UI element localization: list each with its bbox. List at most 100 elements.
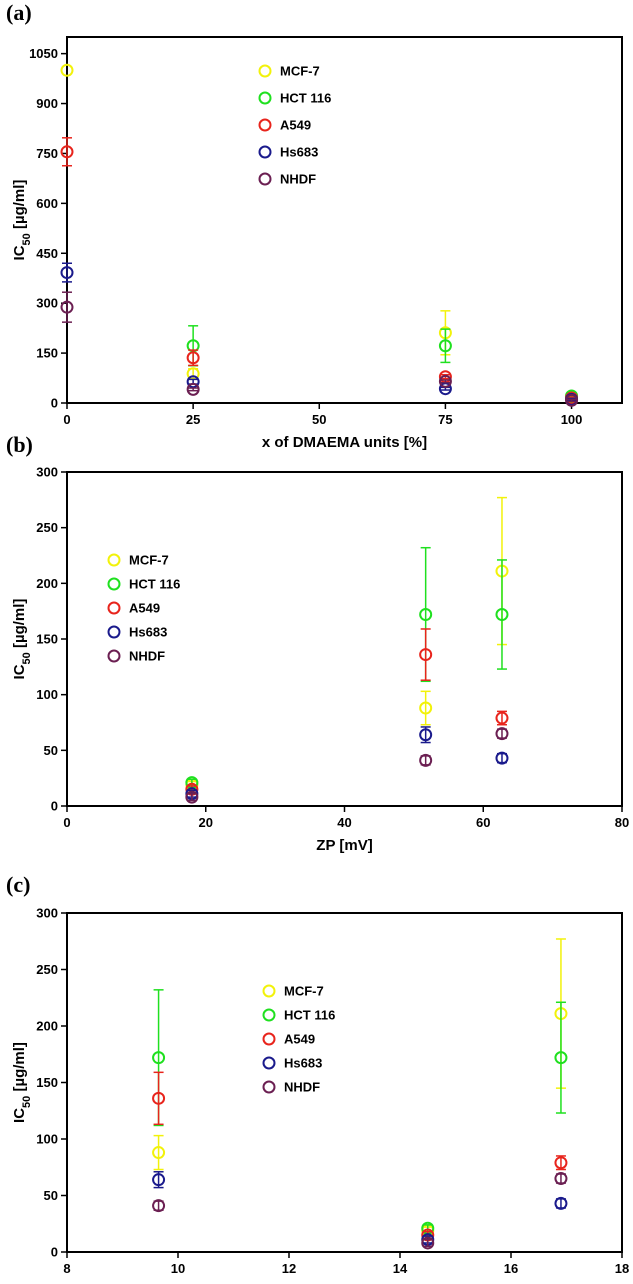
y-tick-label: 200 [36, 1019, 58, 1034]
series-hct-116 [185, 546, 509, 790]
data-point [554, 1156, 568, 1170]
y-axis-title: IC50 [µg/ml] [11, 599, 33, 680]
data-point [60, 63, 74, 77]
panel-label: (b) [6, 432, 33, 457]
legend-marker [258, 118, 272, 132]
x-tick-label: 14 [393, 1261, 408, 1276]
legend-marker [107, 553, 121, 567]
y-tick-label: 250 [36, 520, 58, 535]
y-tick-label: 0 [51, 1245, 58, 1260]
y-tick-label: 300 [36, 906, 58, 921]
chart-panel-c: (c)05010015020025030081012141618dh [nm]I… [6, 872, 629, 1284]
data-point [419, 728, 433, 742]
series-hct-116 [186, 325, 579, 403]
x-tick-label: 40 [337, 815, 351, 830]
legend-entry: Hs683 [280, 145, 318, 160]
y-axis-title: IC50 [µg/ml] [11, 1042, 33, 1123]
data-point [186, 351, 200, 365]
data-point [421, 1236, 435, 1250]
y-tick-label: 450 [36, 246, 58, 261]
data-point [495, 711, 509, 725]
data-point [186, 375, 200, 389]
legend-marker [258, 64, 272, 78]
series-hs683 [152, 1171, 568, 1247]
data-point [419, 701, 433, 715]
legend-entry: NHDF [129, 649, 165, 664]
y-tick-label: 300 [36, 296, 58, 311]
series-nhdf [185, 727, 509, 804]
data-point [495, 727, 509, 741]
data-point [152, 1146, 166, 1160]
legend-entry: A549 [129, 601, 160, 616]
panel-label: (a) [6, 0, 32, 25]
y-tick-label: 150 [36, 1075, 58, 1090]
legend-entry: HCT 116 [129, 577, 180, 592]
x-tick-label: 60 [476, 815, 490, 830]
x-tick-label: 12 [282, 1261, 296, 1276]
legend-marker [262, 1056, 276, 1070]
data-point [60, 266, 74, 280]
series-a549 [185, 628, 509, 796]
y-tick-label: 750 [36, 146, 58, 161]
y-tick-label: 100 [36, 1132, 58, 1147]
data-point [152, 1091, 166, 1105]
y-tick-label: 150 [36, 346, 58, 361]
legend-entry: MCF-7 [129, 553, 169, 568]
y-axis-title: IC50 [µg/ml] [11, 180, 33, 261]
y-tick-label: 250 [36, 962, 58, 977]
legend: MCF-7 HCT 116 A549 Hs683 NHDF [262, 984, 335, 1095]
data-point [495, 751, 509, 765]
y-tick-label: 300 [36, 465, 58, 480]
legend-entry: NHDF [284, 1080, 320, 1095]
series-mcf-7 [185, 496, 509, 792]
series-hct-116 [152, 989, 568, 1235]
legend-marker [262, 1008, 276, 1022]
data-point [185, 790, 199, 804]
series-hs683 [60, 262, 579, 406]
series-mcf-7 [152, 938, 568, 1238]
y-tick-label: 1050 [29, 46, 58, 61]
y-tick-label: 100 [36, 687, 58, 702]
chart-panel-a: (a) 0 150 300 450 600 750 900 1050 0 25 50 75 100 x of… [6, 0, 623, 451]
x-tick-label: 16 [504, 1261, 518, 1276]
x-tick-label: 20 [199, 815, 213, 830]
data-point [186, 382, 200, 396]
legend-marker [258, 91, 272, 105]
x-tick-label: 0 [63, 412, 70, 427]
series-a549 [152, 1071, 568, 1242]
data-point [554, 1172, 568, 1186]
data-point [152, 1173, 166, 1187]
x-tick-label: 25 [186, 412, 200, 427]
data-point [60, 145, 74, 159]
data-point [438, 339, 452, 353]
chart-panel-b: (b) 0 50 100 150 200 250 300 0 20 40 60 80 ZP [mV] IC5… [6, 432, 629, 854]
panel-label: (c) [6, 872, 30, 897]
legend-marker [262, 1080, 276, 1094]
legend-marker [107, 649, 121, 663]
x-tick-label: 75 [438, 412, 452, 427]
data-point [152, 1199, 166, 1213]
series-hs683 [185, 726, 509, 801]
legend-marker [262, 984, 276, 998]
y-tick-label: 200 [36, 576, 58, 591]
legend-entry: NHDF [280, 172, 316, 187]
y-tick-label: 600 [36, 196, 58, 211]
x-tick-label: 50 [312, 412, 326, 427]
legend-entry: HCT 116 [280, 91, 331, 106]
legend: MCF-7 HCT 116 A549 Hs683 NHDF [107, 553, 180, 664]
legend-entry: HCT 116 [284, 1008, 335, 1023]
x-axis-title: ZP [mV] [316, 837, 372, 854]
x-tick-label: 100 [561, 412, 583, 427]
x-axis-title: x of DMAEMA units [%] [262, 434, 427, 451]
legend-marker [107, 601, 121, 615]
legend-entry: MCF-7 [284, 984, 324, 999]
series-nhdf [60, 291, 579, 407]
y-tick-label: 150 [36, 632, 58, 647]
legend-entry: Hs683 [284, 1056, 322, 1071]
x-tick-label: 10 [171, 1261, 185, 1276]
plot-frame [66, 912, 623, 1253]
x-tick-label: 18 [615, 1261, 629, 1276]
data-point [419, 753, 433, 767]
legend-marker [107, 625, 121, 639]
